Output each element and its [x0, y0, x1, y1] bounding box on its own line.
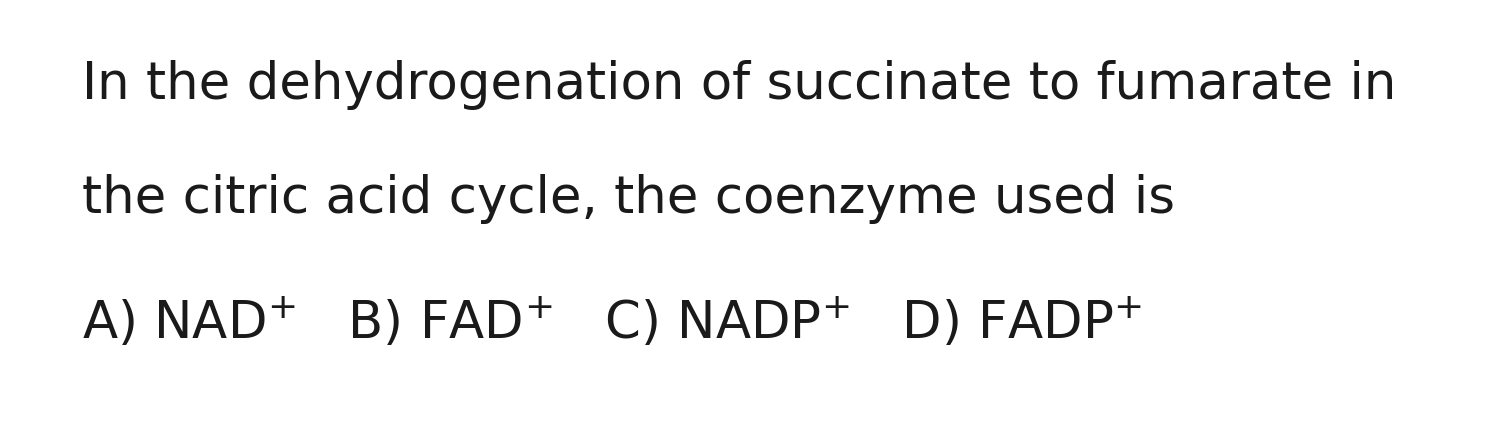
Text: In the dehydrogenation of succinate to fumarate in: In the dehydrogenation of succinate to f…: [82, 60, 1396, 110]
Text: the citric acid cycle, the coenzyme used is: the citric acid cycle, the coenzyme used…: [82, 174, 1176, 224]
Text: A) NAD$^{+}$   B) FAD$^{+}$   C) NADP$^{+}$   D) FADP$^{+}$: A) NAD$^{+}$ B) FAD$^{+}$ C) NADP$^{+}$ …: [82, 296, 1143, 349]
